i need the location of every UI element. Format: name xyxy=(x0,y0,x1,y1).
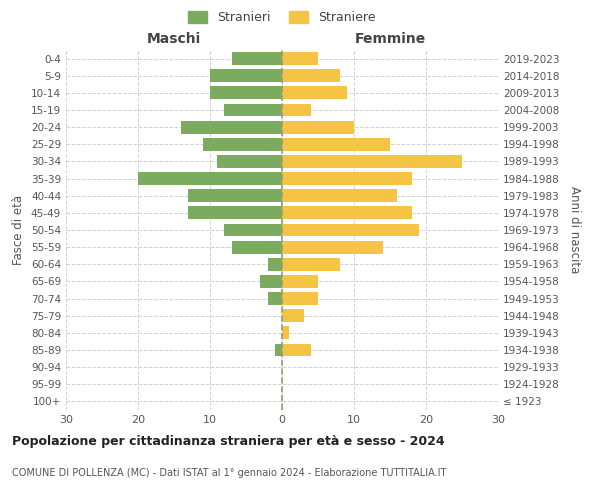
Bar xyxy=(188,190,282,202)
Bar xyxy=(232,52,282,65)
Bar xyxy=(210,86,282,100)
Bar xyxy=(282,120,354,134)
Bar xyxy=(203,138,282,150)
Bar xyxy=(282,310,304,322)
Bar xyxy=(282,224,419,236)
Bar xyxy=(282,275,318,288)
Bar xyxy=(282,70,340,82)
Bar xyxy=(282,258,340,270)
Bar xyxy=(181,120,282,134)
Bar xyxy=(282,52,318,65)
Bar xyxy=(268,292,282,305)
Bar xyxy=(210,70,282,82)
Bar xyxy=(282,190,397,202)
Bar xyxy=(282,326,289,340)
Bar xyxy=(260,275,282,288)
Bar xyxy=(224,104,282,117)
Bar xyxy=(282,206,412,220)
Bar xyxy=(217,155,282,168)
Y-axis label: Anni di nascita: Anni di nascita xyxy=(568,186,581,274)
Bar xyxy=(282,155,462,168)
Text: Maschi: Maschi xyxy=(147,32,201,46)
Bar xyxy=(282,86,347,100)
Bar xyxy=(282,344,311,356)
Y-axis label: Fasce di età: Fasce di età xyxy=(13,195,25,265)
Bar xyxy=(275,344,282,356)
Bar xyxy=(232,240,282,254)
Bar xyxy=(282,104,311,117)
Text: COMUNE DI POLLENZA (MC) - Dati ISTAT al 1° gennaio 2024 - Elaborazione TUTTITALI: COMUNE DI POLLENZA (MC) - Dati ISTAT al … xyxy=(12,468,446,477)
Legend: Stranieri, Straniere: Stranieri, Straniere xyxy=(184,6,380,29)
Bar xyxy=(282,240,383,254)
Bar xyxy=(282,138,390,150)
Bar xyxy=(282,172,412,185)
Bar xyxy=(268,258,282,270)
Bar xyxy=(138,172,282,185)
Bar xyxy=(224,224,282,236)
Bar xyxy=(188,206,282,220)
Text: Femmine: Femmine xyxy=(355,32,425,46)
Text: Popolazione per cittadinanza straniera per età e sesso - 2024: Popolazione per cittadinanza straniera p… xyxy=(12,435,445,448)
Bar xyxy=(282,292,318,305)
